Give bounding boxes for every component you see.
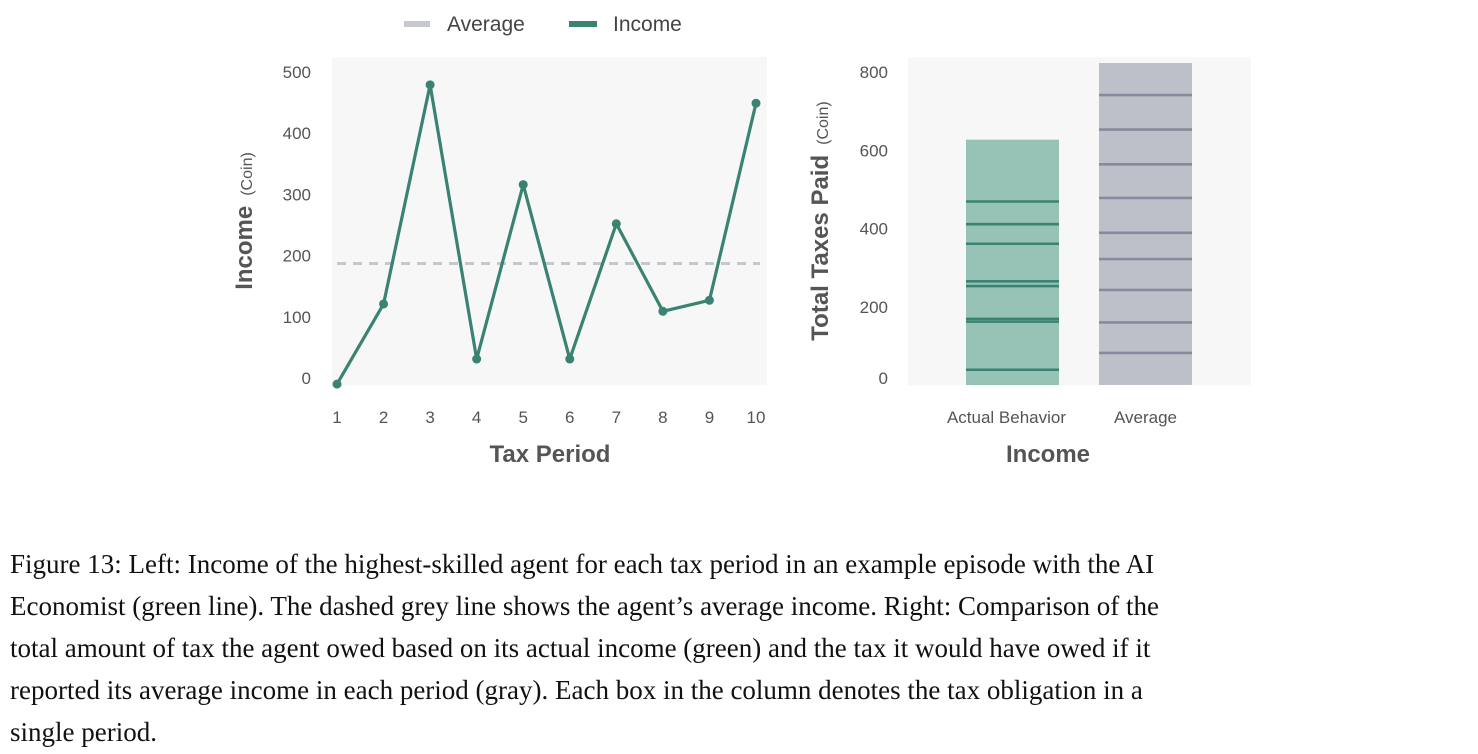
income-point-6 (565, 354, 575, 364)
left-y-axis-unit: (Coin) (239, 152, 256, 196)
left-x-tick-2: 3 (425, 408, 434, 427)
actual-behavior-bar (966, 139, 1059, 385)
income-line (335, 83, 758, 385)
legend-average-label: Average (447, 13, 525, 36)
left-x-tick-1: 2 (379, 408, 388, 427)
income-point-7 (611, 219, 621, 229)
left-y-axis-title: Income (Coin) (231, 152, 258, 290)
income-point-8 (658, 306, 668, 316)
left-x-tick-9: 10 (747, 408, 766, 427)
right-x-axis-title: Income (1006, 441, 1090, 468)
right-plot-area (908, 57, 1251, 385)
left-x-tick-3: 4 (472, 408, 481, 427)
left-y-tick-3: 300 (283, 185, 311, 204)
right-y-axis-label: Total Taxes Paid (807, 155, 834, 341)
left-x-tick-6: 7 (612, 408, 621, 427)
right-bars (966, 63, 1192, 385)
left-x-axis: 1 2 3 4 5 6 7 8 9 10 (332, 408, 765, 427)
right-y-tick-3: 600 (860, 141, 888, 160)
left-y-tick-2: 200 (283, 247, 311, 266)
income-point-10 (751, 98, 761, 108)
left-x-tick-5: 6 (565, 408, 574, 427)
income-point-3 (425, 80, 435, 90)
right-y-tick-4: 800 (860, 63, 888, 82)
right-y-axis-unit: (Coin) (815, 101, 832, 145)
income-point-9 (704, 295, 714, 305)
left-x-tick-4: 5 (518, 408, 527, 427)
left-y-axis: 0 100 200 300 400 500 (283, 63, 311, 388)
right-x-axis: Actual Behavior Average (947, 408, 1177, 427)
income-point-1 (332, 379, 342, 389)
right-y-tick-2: 400 (860, 220, 888, 239)
left-y-axis-label: Income (231, 206, 258, 290)
right-y-axis-title: Total Taxes Paid (Coin) (807, 101, 834, 340)
left-y-tick-4: 400 (283, 124, 311, 143)
right-x-tick-1: Average (1114, 408, 1177, 427)
figure-caption: Figure 13: Left: Income of the highest-s… (10, 549, 1159, 747)
left-plot-area (332, 57, 767, 385)
left-y-tick-5: 500 (283, 63, 311, 82)
left-y-tick-0: 0 (302, 369, 311, 388)
left-x-tick-7: 8 (658, 408, 667, 427)
left-x-tick-8: 9 (705, 408, 714, 427)
legend-income-label: Income (613, 13, 682, 36)
legend: Average Income (404, 13, 682, 36)
right-y-axis: 0 200 400 600 800 (860, 63, 888, 388)
income-point-2 (379, 299, 389, 309)
taxes-bar-chart: 0 200 400 600 800 Actual Behavior Average Inc… (807, 57, 1251, 468)
right-y-tick-1: 200 (860, 298, 888, 317)
right-y-tick-0: 0 (879, 369, 888, 388)
left-x-tick-0: 1 (332, 408, 341, 427)
average-bar (1099, 63, 1192, 385)
right-x-tick-0: Actual Behavior (947, 408, 1066, 427)
left-x-axis-title: Tax Period (490, 441, 611, 468)
left-y-tick-1: 100 (283, 308, 311, 327)
income-point-4 (472, 354, 482, 364)
left-series (332, 80, 761, 389)
income-point-5 (518, 180, 528, 190)
